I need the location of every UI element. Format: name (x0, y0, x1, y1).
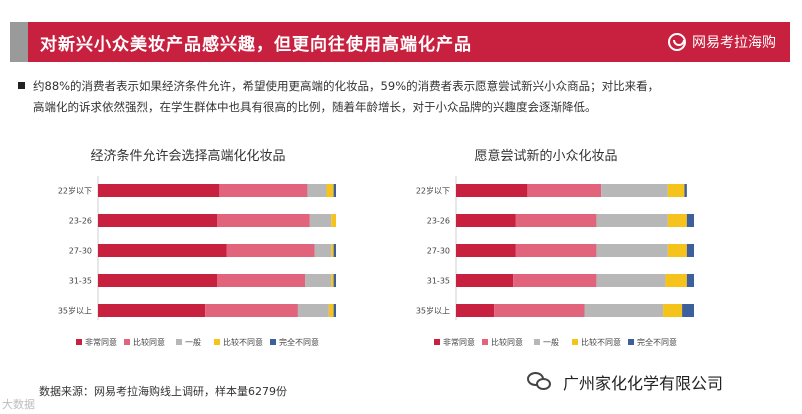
bar-segment (98, 184, 220, 197)
bar-segment (217, 274, 306, 287)
bar-segment (456, 304, 495, 317)
bar-segment (686, 274, 694, 287)
legend-label: 比较同意 (133, 337, 165, 347)
watermark-left: 大数据 (2, 398, 35, 411)
legend-swatch (176, 339, 182, 345)
bar-segment (527, 184, 602, 197)
bar-segment (307, 184, 327, 197)
bar-segment (494, 304, 585, 317)
summary-bullet: 约88%的消费者表示如果经济条件允许，希望使用更高端的化妆品，59%的消费者表示… (18, 76, 773, 118)
category-label: 23-26 (69, 217, 92, 226)
bar-segment (665, 274, 687, 287)
company-watermark: 广州家化化学有限公司 (527, 370, 723, 394)
category-label: 27-30 (69, 247, 92, 256)
bar-segment (667, 184, 685, 197)
legend-swatch (534, 339, 540, 345)
bar-segment (686, 244, 694, 257)
bar-segment (456, 244, 516, 257)
title-bar: 对新兴小众美妆产品感兴趣，但更向往使用高端化产品 网易考拉海购 (10, 22, 790, 62)
bar-segment (98, 274, 217, 287)
legend-swatch (270, 339, 276, 345)
bar-segment (219, 184, 308, 197)
bar-segment (456, 214, 516, 227)
bar-segment (684, 184, 687, 197)
bar-segment (667, 214, 687, 227)
bar-segment (331, 274, 334, 287)
wechat-icon (527, 372, 553, 392)
bar-segment (686, 214, 694, 227)
data-source: 数据来源：网易考拉海购线上调研，样本量6279份 (39, 385, 287, 398)
legend-label: 完全不同意 (279, 337, 319, 347)
category-label: 22岁以下 (58, 186, 92, 196)
bar-segment (309, 214, 332, 227)
title-stripe (10, 22, 28, 62)
bullet-square-icon (18, 82, 25, 89)
legend-label: 比较不同意 (223, 337, 263, 347)
legend-label: 非常同意 (85, 337, 117, 347)
category-label: 35岁以上 (416, 306, 450, 316)
bar-segment (205, 304, 298, 317)
summary-line-1: 约88%的消费者表示如果经济条件允许，希望使用更高端的化妆品，59%的消费者表示… (33, 79, 660, 93)
bar-segment (333, 304, 336, 317)
bar-segment (333, 244, 336, 257)
bar-segment (515, 214, 597, 227)
summary-line-2: 高端化的诉求依然强烈，在学生群体中也具有很高的比例，随着年龄增长，对于小众品牌的… (33, 100, 597, 114)
legend-label: 比较不同意 (581, 337, 621, 347)
chart-high-end: 经济条件允许会选择高端化化妆品 22岁以下 23-26 27-30 31-35 35岁以上… (58, 148, 336, 347)
legend-swatch (124, 339, 130, 345)
bar-segment (663, 304, 683, 317)
category-label: 22岁以下 (416, 186, 450, 196)
bar-segment (98, 214, 217, 227)
category-label: 31-35 (427, 277, 450, 286)
bar-segment (667, 244, 687, 257)
chart-title: 愿意尝试新的小众化妆品 (474, 148, 617, 164)
legend-swatch (482, 339, 488, 345)
bar-segment (331, 214, 336, 227)
legend-swatch (76, 339, 82, 345)
legend-label: 非常同意 (443, 337, 475, 347)
legend-swatch (214, 339, 220, 345)
legend-swatch (434, 339, 440, 345)
bar-segment (596, 274, 666, 287)
company-name: 广州家化化学有限公司 (563, 374, 724, 393)
bar-segment (456, 184, 528, 197)
legend-swatch (628, 339, 634, 345)
bar-segment (596, 214, 668, 227)
legend-label: 一般 (185, 337, 201, 347)
bar-segment (584, 304, 664, 317)
category-label: 31-35 (69, 277, 92, 286)
bar-segment (513, 274, 597, 287)
legend-label: 一般 (543, 337, 559, 347)
bar-segment (456, 274, 514, 287)
legend-label: 完全不同意 (637, 337, 677, 347)
bar-segment (98, 244, 227, 257)
bar-segment (682, 304, 694, 317)
bar-segment (326, 184, 334, 197)
bar-segment (314, 244, 332, 257)
bar-segment (333, 184, 336, 197)
bar-segment (226, 244, 315, 257)
bar-segment (217, 214, 310, 227)
category-label: 27-30 (427, 247, 450, 256)
legend-swatch (572, 339, 578, 345)
bar-segment (297, 304, 329, 317)
category-label: 35岁以上 (58, 306, 92, 316)
bar-segment (601, 184, 668, 197)
chart-title: 经济条件允许会选择高端化化妆品 (90, 148, 285, 164)
bar-segment (596, 244, 668, 257)
bar-segment (328, 304, 334, 317)
page-title: 对新兴小众美妆产品感兴趣，但更向往使用高端化产品 (40, 34, 472, 55)
bar-segment (331, 244, 334, 257)
legend-label: 比较同意 (491, 337, 523, 347)
brand-name: 网易考拉海购 (692, 35, 776, 51)
category-label: 23-26 (427, 217, 450, 226)
chart-niche: 愿意尝试新的小众化妆品 22岁以下 23-26 27-30 31-35 35岁以上非常同意… (416, 148, 694, 347)
bar-segment (98, 304, 206, 317)
bar-segment (333, 274, 336, 287)
bar-segment (515, 244, 597, 257)
smile-icon (668, 33, 686, 51)
bar-segment (305, 274, 332, 287)
brand-logo: 网易考拉海购 (668, 32, 776, 52)
